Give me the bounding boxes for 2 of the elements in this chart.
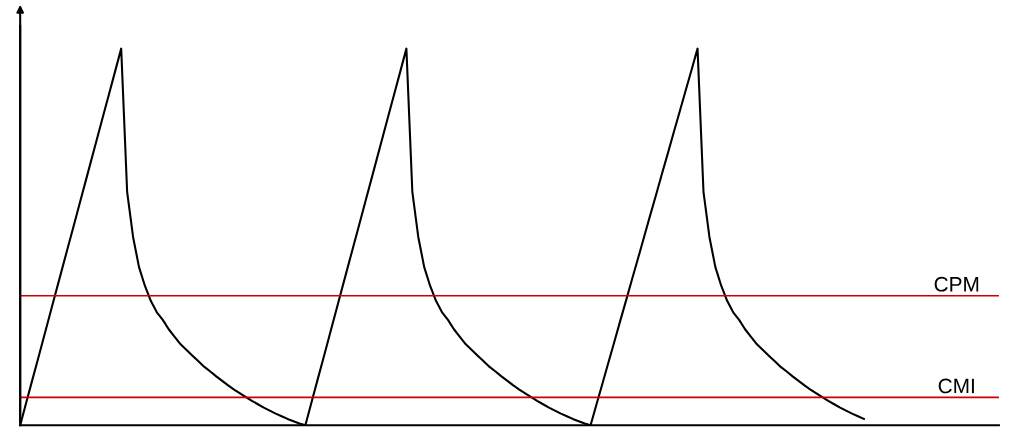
ref-line-label: CMI [938, 378, 974, 394]
ref-line-label: CPM [934, 276, 979, 292]
